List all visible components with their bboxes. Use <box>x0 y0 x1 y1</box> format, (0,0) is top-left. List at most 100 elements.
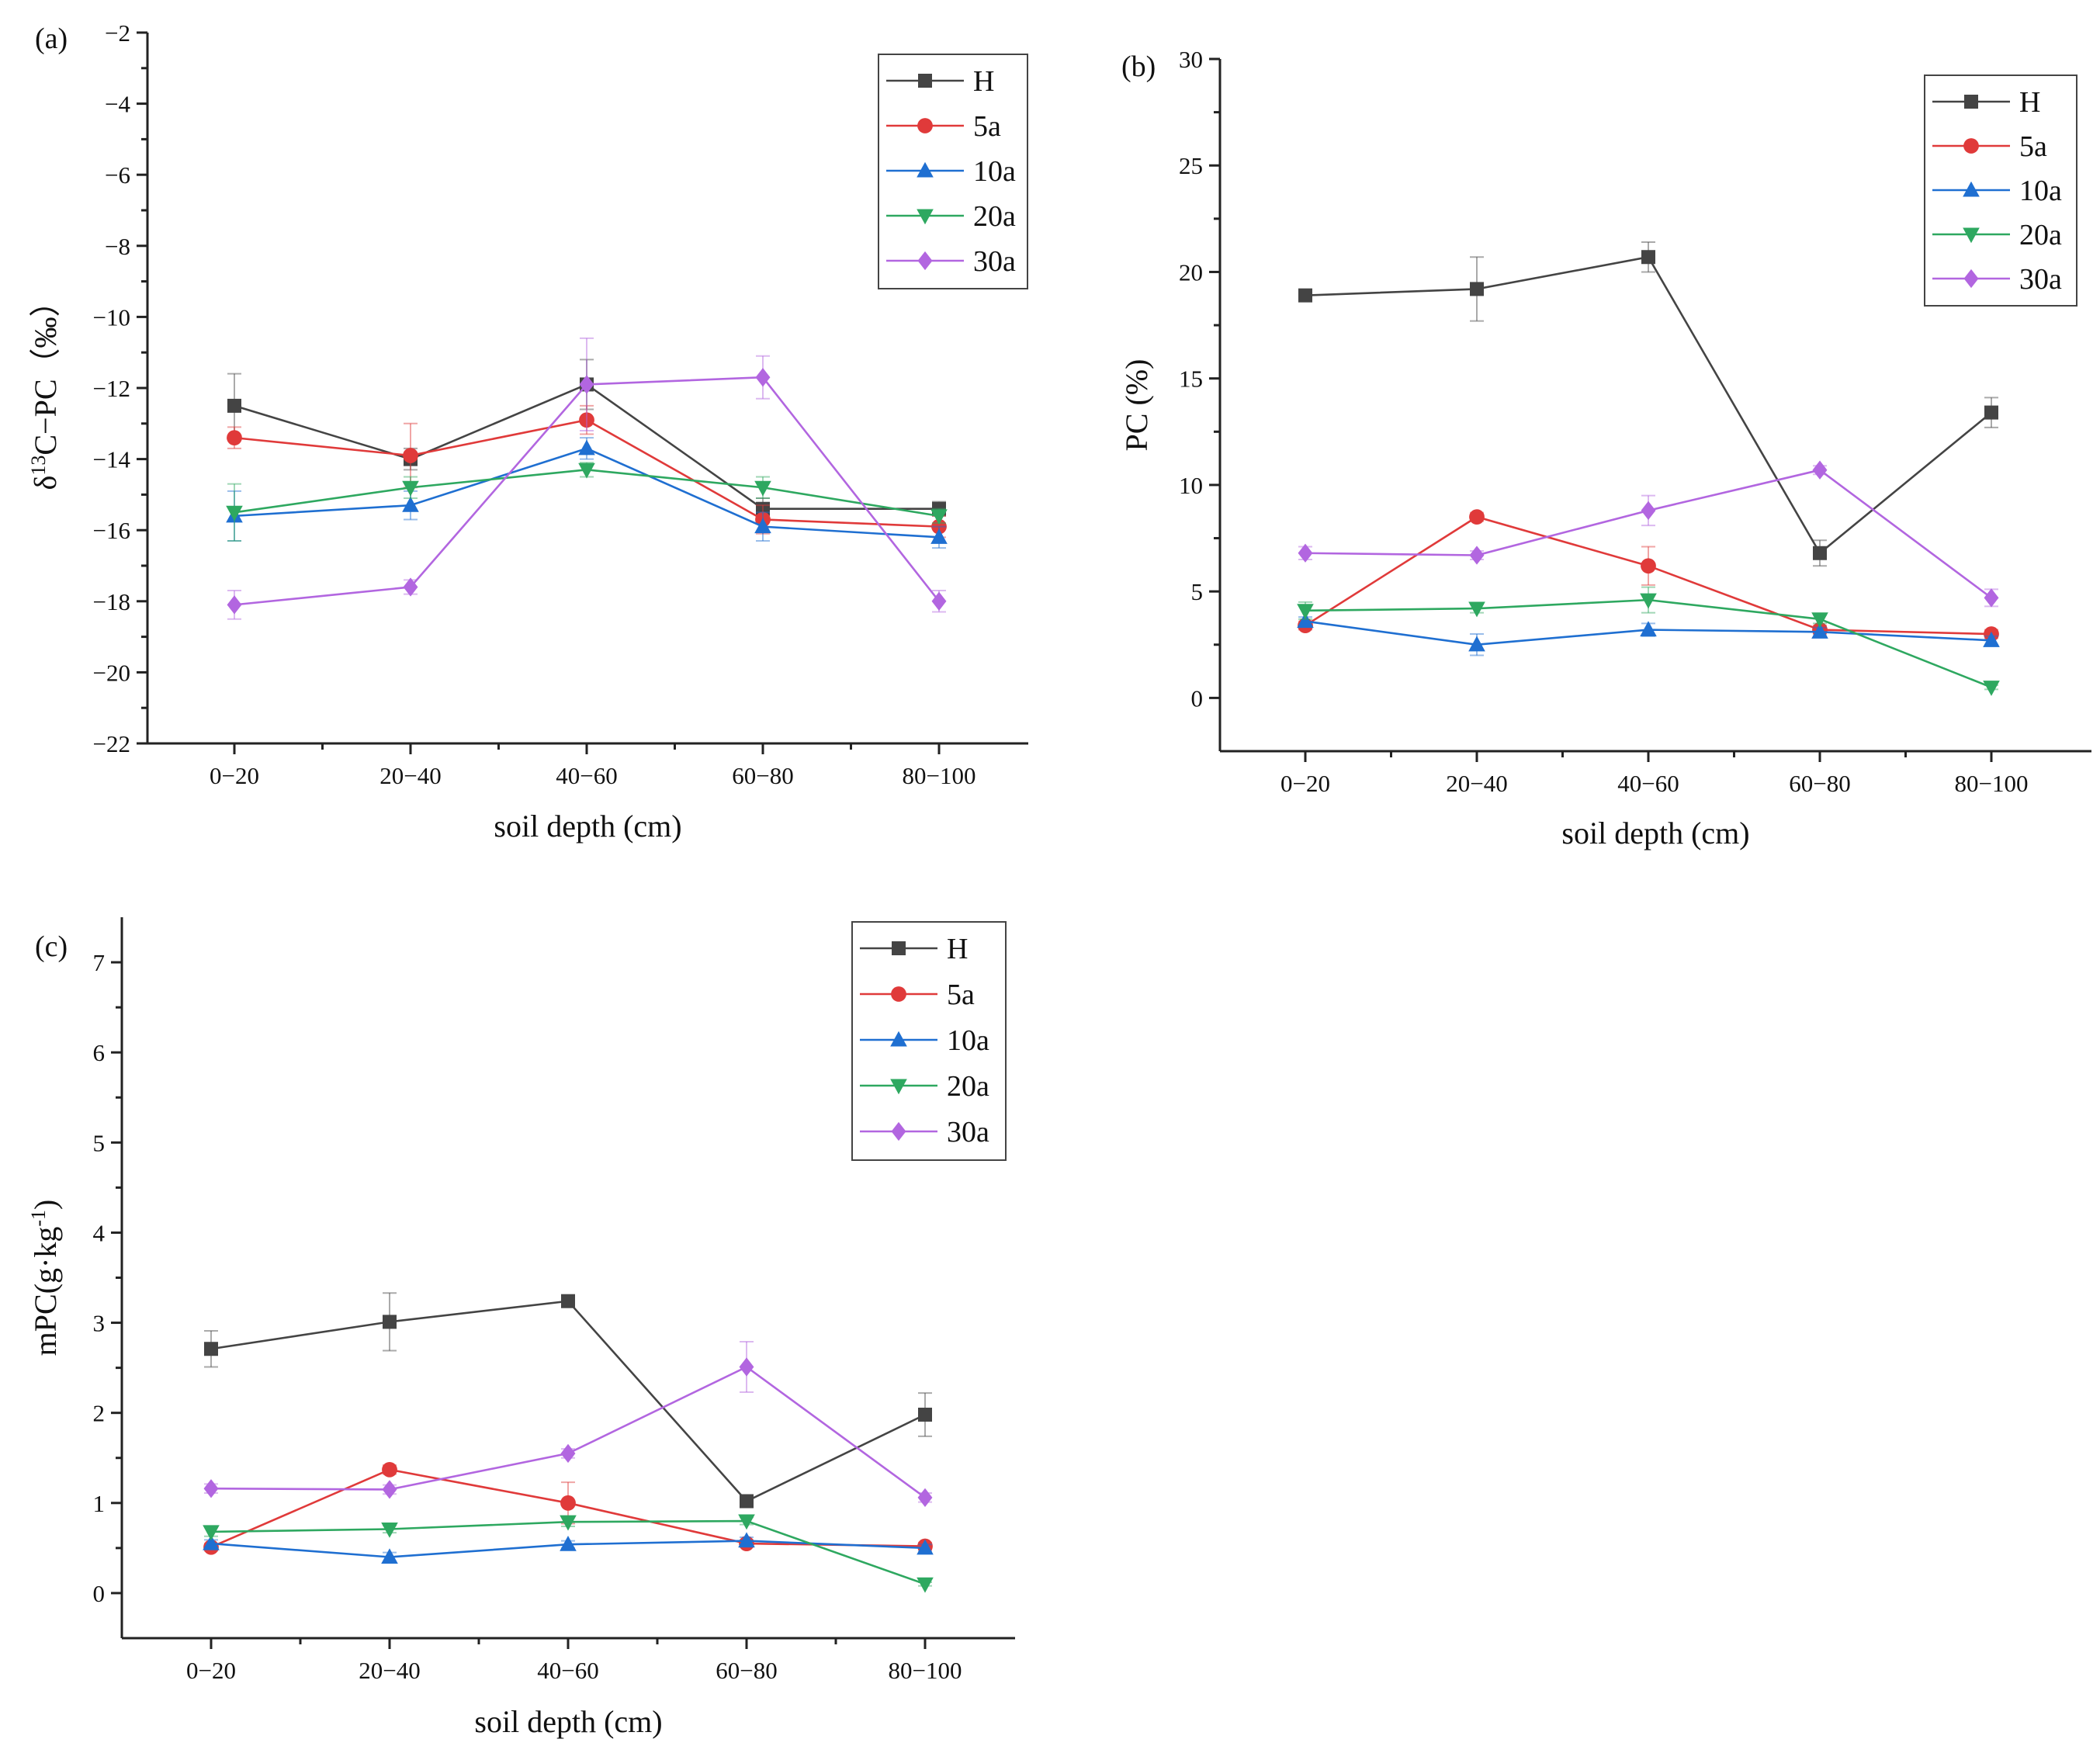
x-tick-label: 60−80 <box>716 1657 777 1684</box>
chart-panel-c: 0 1 2 3 4 5 6 7 0−20 20−40 40−60 60−80 80−100 soil de… <box>27 917 1015 1739</box>
legend-label: H <box>973 65 994 98</box>
y-tick-label: −20 <box>93 659 130 686</box>
data-point <box>738 1532 755 1548</box>
legend-marker <box>891 1121 906 1142</box>
data-point <box>1812 460 1828 480</box>
data-point <box>756 501 770 516</box>
x-tick-label: 60−80 <box>1789 770 1850 797</box>
data-point <box>1984 588 1999 608</box>
y-tick-label: −4 <box>105 91 130 118</box>
y-tick-label: −10 <box>93 303 130 331</box>
data-point <box>382 1461 397 1478</box>
panel-label: (a) <box>35 23 68 55</box>
legend-marker <box>917 118 933 133</box>
legend: H 5a 10a 20a 30a <box>1924 74 2077 307</box>
data-point <box>1469 546 1485 565</box>
series-20a <box>1297 586 2000 696</box>
y-tick-label: −6 <box>105 161 130 189</box>
legend-label: 5a <box>2019 130 2047 163</box>
series-20a <box>226 462 948 542</box>
x-tick-label: 20−40 <box>379 762 441 789</box>
y-tick-label: −8 <box>105 233 130 260</box>
y-tick-label: 30 <box>1179 46 1203 73</box>
data-point <box>560 1515 577 1531</box>
x-axis-title: soil depth (cm) <box>1561 816 1749 851</box>
legend-marker <box>918 74 932 88</box>
data-point <box>917 1577 934 1593</box>
y-axis-title: δ13C−PC（‰） <box>27 286 64 490</box>
data-point <box>227 430 242 446</box>
data-point <box>740 1494 754 1509</box>
y-tick-label: −12 <box>93 375 130 402</box>
y-tick-label: −14 <box>93 446 131 473</box>
data-point <box>204 1342 218 1356</box>
data-point <box>579 375 594 394</box>
data-point <box>1469 509 1485 525</box>
data-point <box>402 496 419 512</box>
x-tick-label: 40−60 <box>537 1657 598 1684</box>
series-10a <box>226 437 948 549</box>
x-tick-label: 40−60 <box>1617 770 1679 797</box>
data-point <box>930 528 948 544</box>
y-axis-title: mPC(g·kg-1) <box>27 1200 64 1356</box>
legend-marker <box>917 161 934 178</box>
x-axis-title: soil depth (cm) <box>474 1704 662 1739</box>
data-point <box>578 463 595 479</box>
data-point <box>560 1495 576 1511</box>
x-tick-label: 60−80 <box>732 762 793 789</box>
x-tick-label: 40−60 <box>556 762 617 789</box>
data-point <box>1297 612 1314 629</box>
series-line <box>234 447 940 539</box>
data-point <box>203 1534 220 1550</box>
legend-marker <box>917 251 933 271</box>
series-H <box>204 1292 932 1509</box>
data-point <box>381 1522 398 1538</box>
legend-label: 10a <box>2019 175 2062 207</box>
data-point <box>754 518 771 534</box>
chart-panel-a: −22 −20 −18 −16 −14 −12 −10 −8 −6 −4 −2 0−20 20−40 40… <box>27 19 1028 844</box>
legend-label: 5a <box>973 110 1001 143</box>
x-tick-label: 80−100 <box>1955 770 2029 797</box>
x-tick-label: 80−100 <box>903 762 976 789</box>
y-tick-label: 2 <box>93 1400 106 1427</box>
legend-label: H <box>947 933 968 965</box>
legend-label: 30a <box>947 1116 989 1148</box>
x-axis-title: soil depth (cm) <box>494 809 681 844</box>
data-point <box>561 1294 575 1308</box>
data-point <box>560 1443 576 1464</box>
y-tick-label: 3 <box>93 1310 106 1337</box>
data-point <box>1640 621 1657 637</box>
y-tick-label: 15 <box>1179 365 1203 393</box>
legend-marker <box>892 941 906 955</box>
y-tick-label: 0 <box>93 1580 106 1607</box>
panel-label: (c) <box>35 930 68 963</box>
legend-marker <box>1963 181 1980 197</box>
legend: H 5a 10a 20a 30a <box>851 921 1007 1161</box>
y-tick-label: 10 <box>1179 472 1203 499</box>
data-point <box>917 1539 934 1555</box>
data-point <box>578 439 595 456</box>
panel-label: (b) <box>1121 50 1156 83</box>
series-20a <box>203 1514 934 1593</box>
data-point <box>203 1479 219 1498</box>
legend-marker <box>1963 138 1979 154</box>
data-point <box>738 1514 755 1530</box>
data-point <box>1640 593 1657 609</box>
y-tick-label: 25 <box>1179 152 1203 179</box>
y-tick-label: 1 <box>93 1490 106 1517</box>
legend-label: 30a <box>2019 263 2062 296</box>
y-tick-label: 6 <box>93 1039 106 1066</box>
x-tick-label: 0−20 <box>186 1657 236 1684</box>
data-point <box>1297 604 1314 620</box>
data-point <box>931 518 947 535</box>
series-30a <box>203 1340 933 1507</box>
data-point <box>227 595 242 615</box>
data-point <box>1641 558 1656 574</box>
series-10a <box>1297 612 2000 657</box>
data-point <box>403 577 418 597</box>
data-point <box>579 412 594 428</box>
data-point <box>1468 636 1485 652</box>
legend-marker <box>1963 268 1979 289</box>
x-tick-label: 20−40 <box>359 1657 420 1684</box>
y-tick-label: 20 <box>1179 258 1203 286</box>
